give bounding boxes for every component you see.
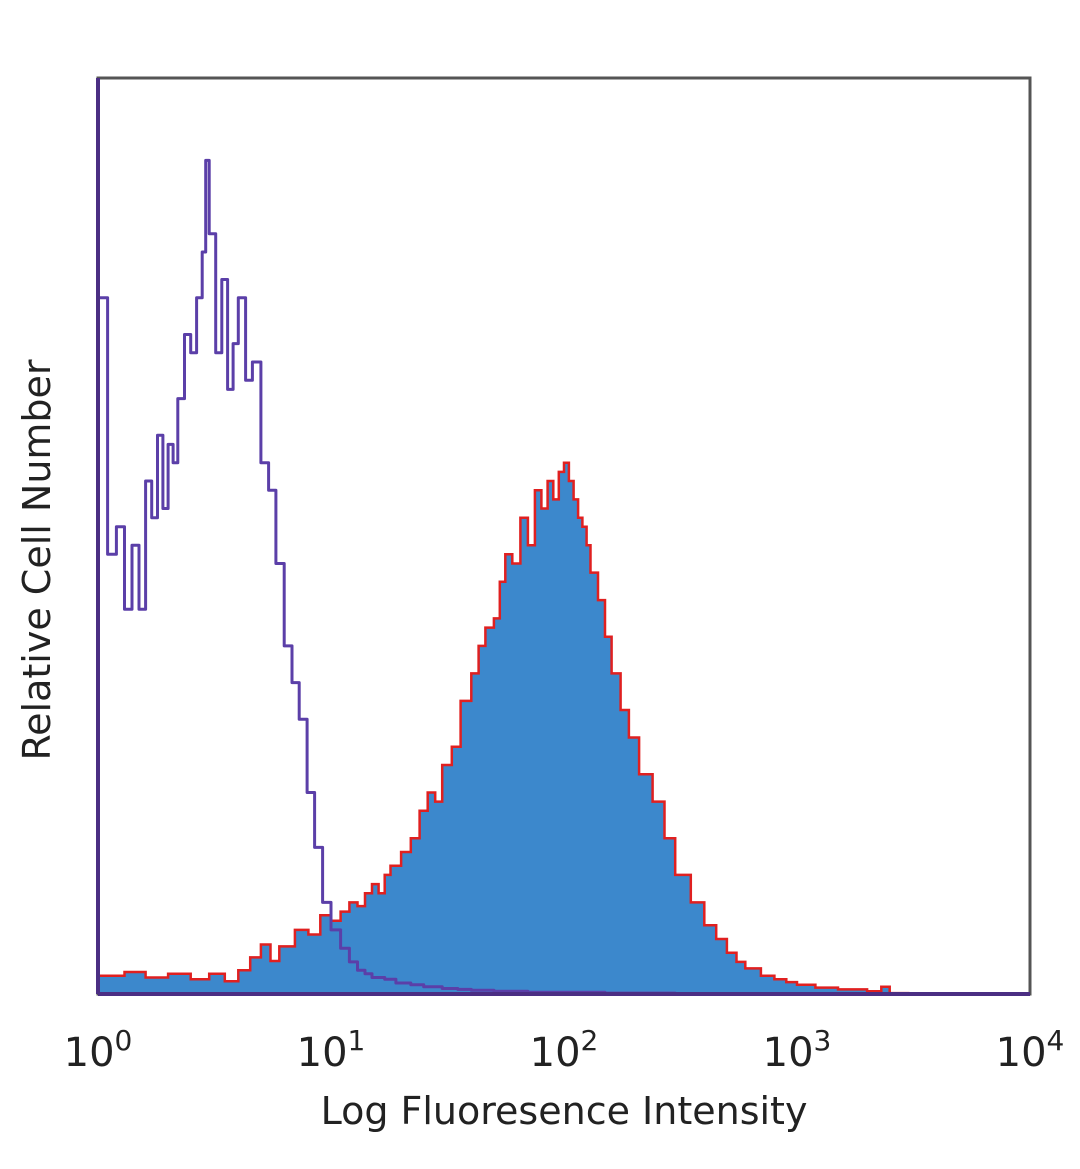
x-tick-label: 101 — [297, 1024, 366, 1076]
x-tick-label: 100 — [64, 1024, 133, 1076]
x-tick-labels: 100 101 102 103 104 — [64, 1024, 1065, 1076]
x-tick-label: 102 — [530, 1024, 599, 1076]
x-tick-label: 104 — [996, 1024, 1065, 1076]
plot-marks — [98, 158, 1030, 996]
y-axis-title: Relative Cell Number — [15, 359, 59, 760]
filled-histogram-area — [98, 462, 1030, 994]
x-tick-label: 103 — [763, 1024, 832, 1076]
x-axis-title: Log Fluoresence Intensity — [321, 1089, 808, 1133]
filled-histogram-edge — [98, 461, 1030, 996]
outline-histogram-line — [98, 158, 1030, 996]
